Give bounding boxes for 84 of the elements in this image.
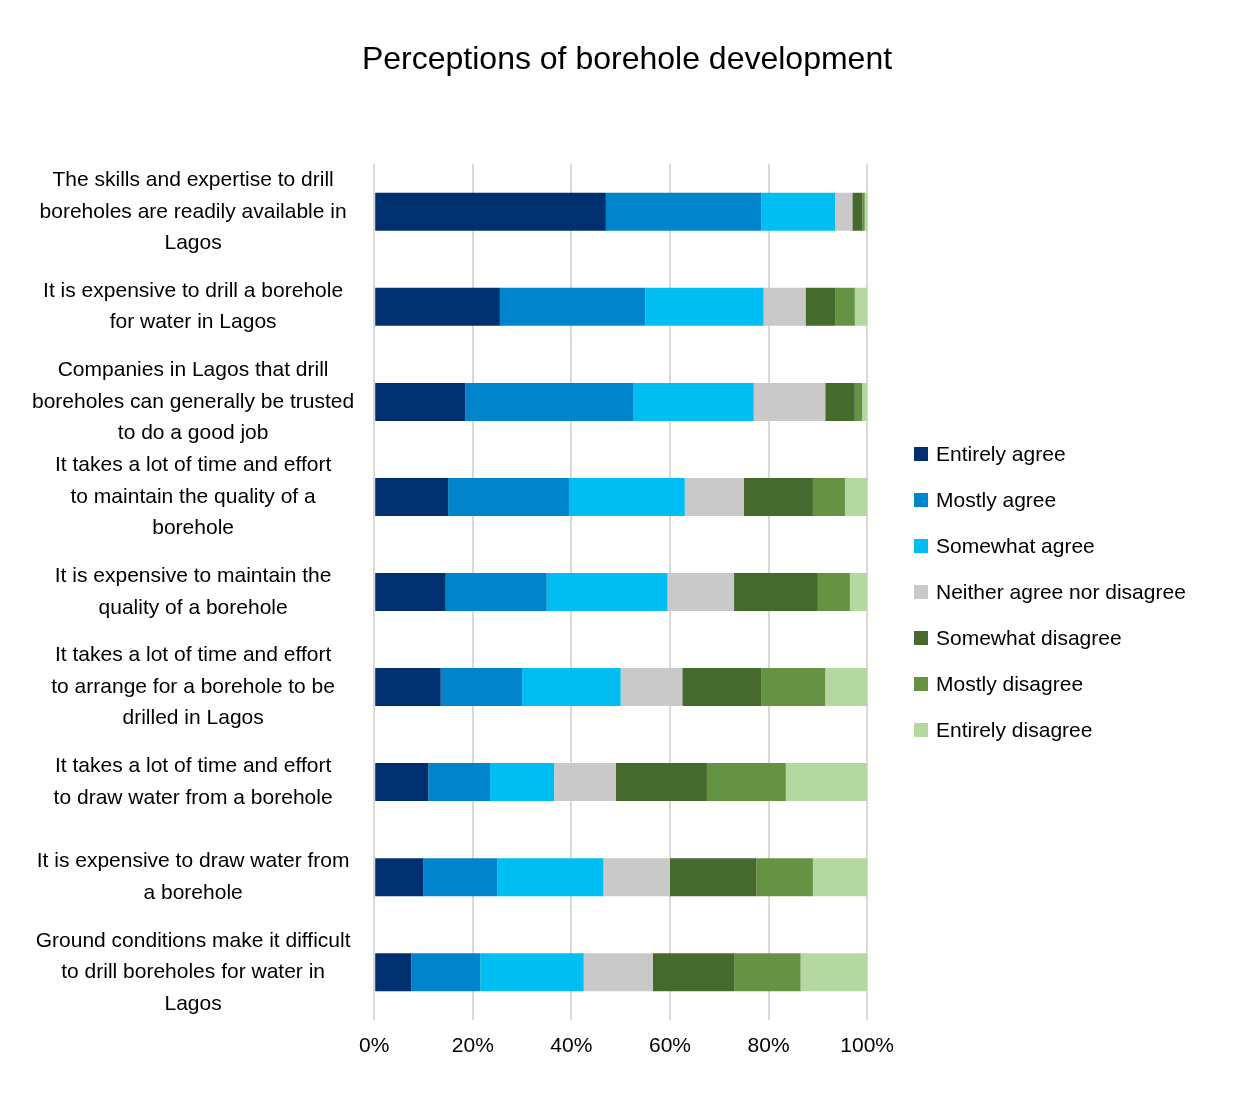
bar (375, 763, 429, 802)
bar (448, 477, 569, 516)
bar (568, 477, 685, 516)
bar (835, 287, 855, 326)
bar (817, 572, 850, 612)
bar (440, 668, 523, 707)
bar (375, 192, 606, 231)
legend-label: Entirely disagree (936, 718, 1093, 742)
bar (835, 192, 853, 231)
bar (480, 953, 584, 992)
bar (375, 287, 500, 326)
bar (546, 572, 668, 612)
bar (862, 382, 868, 421)
bar (375, 953, 412, 992)
bar (706, 763, 786, 802)
bar (583, 953, 653, 992)
bar (497, 858, 604, 897)
bar (667, 572, 735, 612)
bar (682, 668, 762, 707)
bar (423, 858, 498, 897)
bar (852, 192, 863, 231)
bar (849, 572, 868, 612)
bar (684, 477, 744, 516)
bar (620, 668, 683, 707)
y-tick-label: It is expensive to drill a borehole for water in Lagos (43, 277, 344, 333)
bar (445, 572, 547, 612)
bar (615, 763, 707, 802)
x-tick-label: 20% (451, 1033, 494, 1057)
x-tick-label: 40% (550, 1033, 593, 1057)
x-tick-label: 100% (840, 1033, 894, 1057)
legend-label: Somewhat agree (936, 534, 1095, 558)
y-tick-label: The skills and expertise to drill boreholes are readily available in Lagos (39, 167, 347, 254)
bar (763, 287, 806, 326)
bar (805, 287, 836, 326)
bar (375, 572, 446, 612)
y-tick-label: It is expensive to draw water from a borehole (36, 848, 350, 903)
bar (812, 477, 845, 516)
bar (375, 382, 466, 421)
bar (605, 192, 762, 231)
bar (734, 572, 818, 612)
legend-label: Neither agree nor disagree (936, 580, 1186, 604)
bar (645, 287, 764, 326)
bar (490, 763, 555, 802)
bar (411, 953, 481, 992)
y-tick-label: It takes a lot of time and effort to maintain the quality of a borehole (54, 452, 332, 539)
bar (844, 477, 868, 516)
y-tick-label: Companies in Lagos that drill boreholes can generally be trusted to do a good job (31, 357, 355, 444)
bar (603, 858, 670, 897)
bar (761, 192, 836, 231)
bar (499, 287, 646, 326)
bar (554, 763, 616, 802)
y-tick-label: It takes a lot of time and effort to draw water from a borehole (53, 753, 333, 808)
bar (761, 668, 826, 707)
bar (375, 858, 424, 897)
bar (734, 953, 801, 992)
bar (522, 668, 621, 707)
bar (785, 763, 868, 802)
legend-label: Somewhat disagree (936, 626, 1122, 650)
bar (465, 382, 633, 421)
bar (743, 477, 813, 516)
y-tick-label: It is expensive to maintain the quality of a borehole (54, 563, 332, 618)
bar (825, 668, 868, 707)
bar (633, 382, 754, 421)
bar (669, 858, 757, 897)
bar (854, 382, 863, 421)
bar (800, 953, 868, 992)
legend-label: Entirely agree (936, 442, 1066, 466)
bar (375, 668, 441, 707)
chart-title: Perceptions of borehole development (360, 39, 894, 78)
bar (854, 287, 868, 326)
bar (375, 477, 449, 516)
bar (825, 382, 855, 421)
x-tick-label: 80% (747, 1033, 790, 1057)
bar (756, 858, 813, 897)
y-tick-label: Ground conditions make it difficult to drill boreholes for water in Lagos (35, 927, 351, 1014)
legend-label: Mostly disagree (936, 672, 1084, 696)
bar (812, 858, 868, 897)
legend-label: Mostly agree (936, 488, 1057, 512)
y-tick-label: It takes a lot of time and effort to arrange for a borehole to be drilled in Lagos (51, 642, 335, 729)
bar (428, 763, 491, 802)
x-tick-label: 60% (648, 1033, 691, 1057)
bar (753, 382, 826, 421)
x-tick-label: 0% (359, 1033, 390, 1057)
bar (652, 953, 735, 992)
